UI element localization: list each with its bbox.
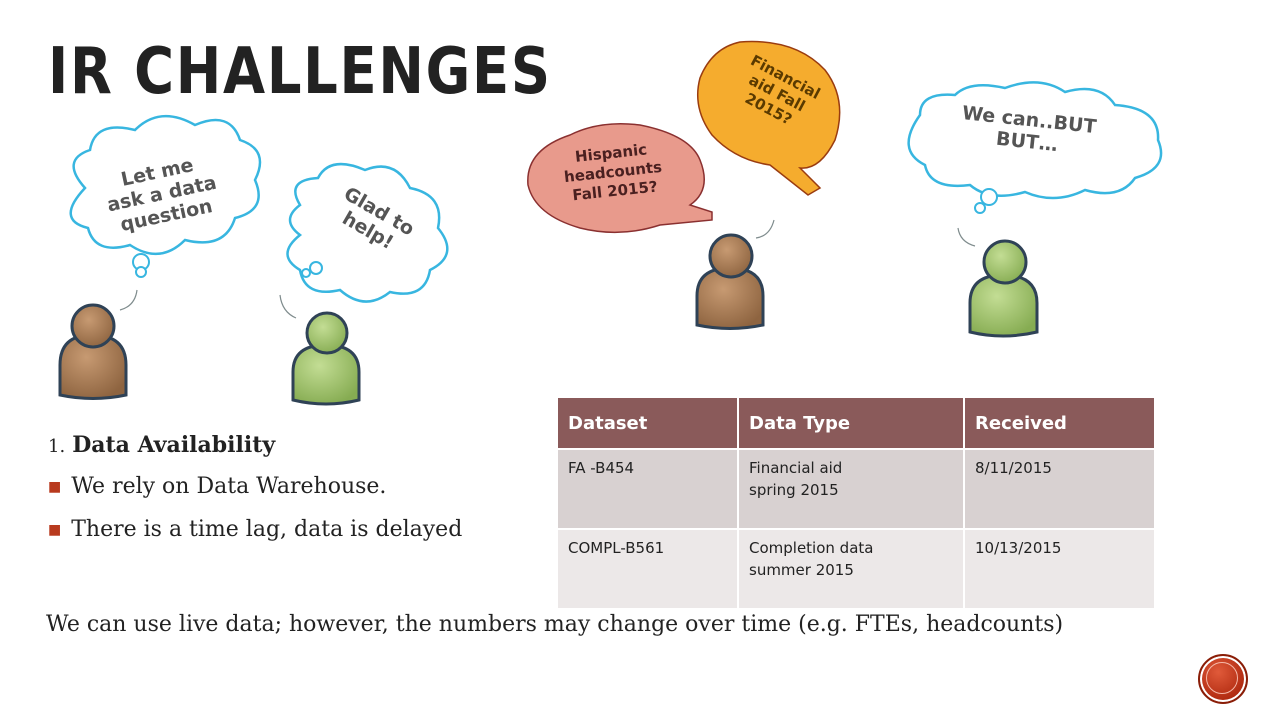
challenge-list: 1. Data Availability ■ We rely on Data W… xyxy=(48,432,518,560)
person-icon xyxy=(291,311,361,406)
speech-bubble-icon xyxy=(527,123,775,239)
person-icon xyxy=(695,233,765,330)
bullet-text: We rely on Data Warehouse. xyxy=(71,474,387,499)
square-bullet-icon: ■ xyxy=(48,479,62,495)
dataset-table: Dataset Data Type Received FA -B454 Fina… xyxy=(558,398,1154,608)
thought-cloud-icon xyxy=(69,114,262,311)
table-cell: 8/11/2015 xyxy=(964,448,1154,529)
table-header: Data Type xyxy=(738,398,965,449)
table-row: COMPL-B561 Completion data summer 2015 1… xyxy=(558,528,1154,608)
table-cell: FA -B454 xyxy=(558,448,739,529)
list-number: 1. xyxy=(48,436,66,457)
table-cell: Completion data summer 2015 xyxy=(738,528,965,608)
table-cell: COMPL-B561 xyxy=(558,528,739,608)
table-cell: Financial aid spring 2015 xyxy=(738,448,965,529)
list-heading-text: Data Availability xyxy=(72,432,276,458)
person-icon xyxy=(968,239,1039,338)
footer-note: We can use live data; however, the numbe… xyxy=(46,612,1064,637)
thought-cloud-icon xyxy=(279,162,449,319)
table-header: Dataset xyxy=(558,398,739,449)
bullet-text: There is a time lag, data is delayed xyxy=(71,517,463,542)
person-icon xyxy=(58,303,128,400)
speech-bubble-icon xyxy=(697,40,841,196)
table-cell: 10/13/2015 xyxy=(964,528,1154,608)
square-bullet-icon: ■ xyxy=(48,522,62,538)
table-row: FA -B454 Financial aid spring 2015 8/11/… xyxy=(558,448,1154,529)
nav-circle-icon[interactable] xyxy=(1198,654,1248,704)
slide-title: IR CHALLENGES xyxy=(48,35,552,109)
nav-ring xyxy=(1206,662,1238,694)
list-item: ■ There is a time lag, data is delayed xyxy=(48,517,518,542)
list-item: ■ We rely on Data Warehouse. xyxy=(48,474,518,499)
thought-cloud-icon xyxy=(907,81,1163,247)
table-header: Received xyxy=(964,398,1154,449)
table-header-row: Dataset Data Type Received xyxy=(558,398,1154,449)
list-heading: 1. Data Availability xyxy=(48,432,518,458)
